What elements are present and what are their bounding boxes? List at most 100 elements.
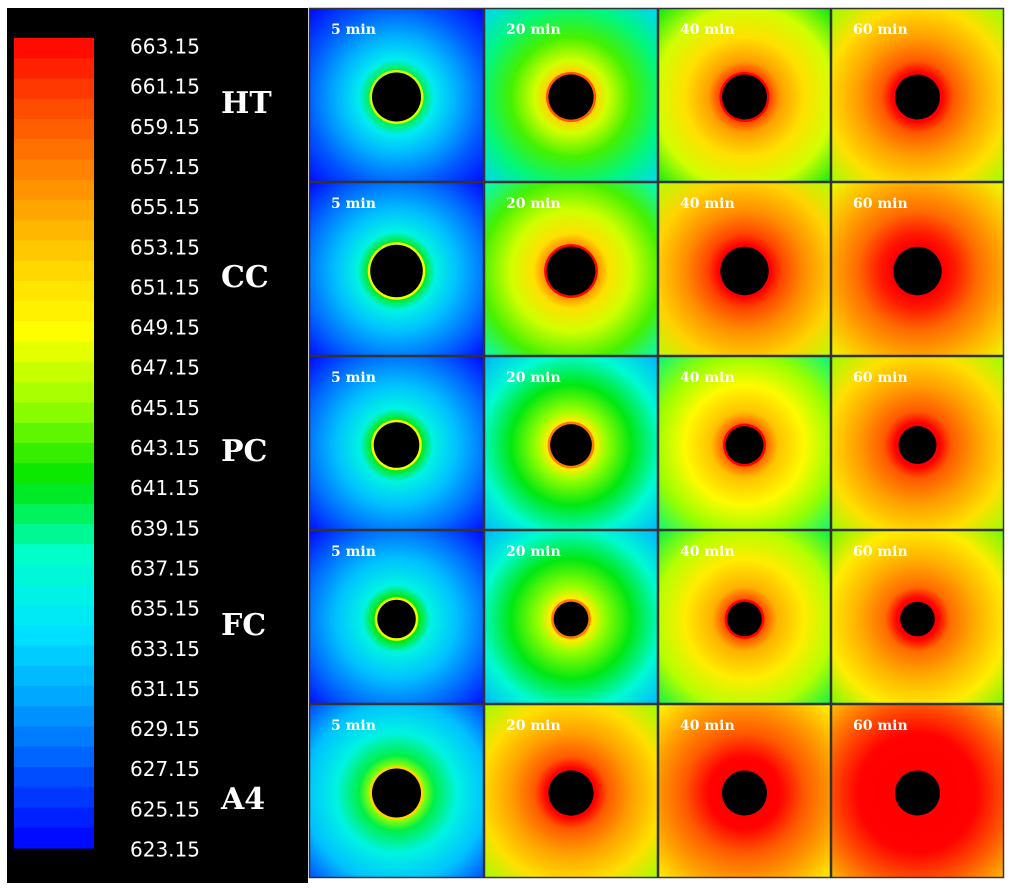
hole xyxy=(722,770,767,816)
contour-cell: 5 min xyxy=(308,7,485,183)
colorbar-segment xyxy=(14,746,94,768)
colorbar-segment xyxy=(14,341,94,363)
time-label: 20 min xyxy=(506,196,561,212)
time-label: 40 min xyxy=(680,196,735,212)
tick-label: 661.15 xyxy=(130,75,200,99)
time-label: 20 min xyxy=(506,22,561,38)
hole xyxy=(553,601,589,637)
hole xyxy=(370,244,423,298)
colorbar-segment xyxy=(14,58,94,80)
cell-border xyxy=(830,181,1005,357)
contour-cell: 60 min xyxy=(830,355,1005,531)
colorbar-segment xyxy=(14,463,94,485)
colorbar-segment xyxy=(14,301,94,323)
time-label: 40 min xyxy=(680,370,735,386)
colorbar-segment xyxy=(14,281,94,302)
row-label: A4 xyxy=(220,782,265,817)
cell-border xyxy=(308,355,485,531)
contour-cell: 20 min xyxy=(483,529,659,705)
time-label: 5 min xyxy=(331,370,376,386)
hole xyxy=(546,246,596,296)
colorbar-segment xyxy=(14,524,94,545)
cell-border xyxy=(830,529,1005,705)
colorbar-segment xyxy=(14,584,94,606)
colorbar-segment xyxy=(14,78,94,100)
cell-border xyxy=(308,703,485,879)
hole xyxy=(725,426,764,464)
tick-label: 625.15 xyxy=(130,797,200,821)
hole xyxy=(720,246,769,296)
tick-label: 663.15 xyxy=(130,35,200,59)
colorbar-segment xyxy=(14,139,94,161)
time-label: 40 min xyxy=(680,718,735,734)
hole xyxy=(722,74,767,120)
tick-label: 643.15 xyxy=(130,436,200,460)
colorbar-segment xyxy=(14,422,94,444)
tick-label: 651.15 xyxy=(130,275,200,299)
colorbar-segment xyxy=(14,605,94,626)
tick-label: 655.15 xyxy=(130,195,200,219)
tick-label: 649.15 xyxy=(130,316,200,340)
colorbar-segment xyxy=(14,382,94,404)
cell-border xyxy=(830,7,1005,183)
cell-border xyxy=(308,7,485,183)
colorbar-segment xyxy=(14,787,94,809)
cell-border xyxy=(657,703,832,879)
cell-border xyxy=(657,7,832,183)
contour-cell: 40 min xyxy=(657,355,832,531)
contour-cell: 40 min xyxy=(657,703,832,879)
contour-cell: 5 min xyxy=(308,181,485,357)
tick-label: 657.15 xyxy=(130,155,200,179)
hole xyxy=(900,601,935,637)
colorbar-segment xyxy=(14,179,94,201)
hole xyxy=(373,422,420,468)
colorbar-segment xyxy=(14,240,94,262)
cell-border xyxy=(830,355,1005,531)
hole xyxy=(893,246,942,296)
time-label: 40 min xyxy=(680,22,735,38)
hole xyxy=(548,770,594,816)
cell-border xyxy=(308,181,485,357)
contour-grid: 5 min 20 min 40 min 60 min 5 min 20 min 40 min… xyxy=(308,7,1005,879)
time-label: 60 min xyxy=(853,544,908,560)
colorbar-segment xyxy=(14,564,94,586)
tick-label: 639.15 xyxy=(130,516,200,540)
colorbar-segment xyxy=(14,544,94,566)
cell-border xyxy=(483,703,659,879)
colorbar-segment xyxy=(14,726,94,748)
colorbar-segment xyxy=(14,119,94,140)
colorbar-segment xyxy=(14,321,94,343)
colorbar-segment xyxy=(14,807,94,829)
row-label: CC xyxy=(221,260,269,295)
cell-border xyxy=(483,7,659,183)
colorbar-tick-labels: 663.15 661.15 659.15 657.15 655.15 653.15 651.… xyxy=(130,35,200,862)
tick-label: 637.15 xyxy=(130,557,200,581)
time-label: 40 min xyxy=(680,544,735,560)
tick-label: 633.15 xyxy=(130,637,200,661)
contour-cell: 40 min xyxy=(657,7,832,183)
contour-cell: 60 min xyxy=(830,7,1005,183)
hole xyxy=(895,770,940,816)
hole xyxy=(727,601,762,637)
colorbar xyxy=(14,38,94,849)
colorbar-segment xyxy=(14,38,94,59)
contour-cell: 60 min xyxy=(830,703,1005,879)
cell-border xyxy=(483,181,659,357)
time-label: 5 min xyxy=(331,544,376,560)
cell-border xyxy=(308,529,485,705)
colorbar-segment xyxy=(14,767,94,788)
cell-border xyxy=(657,181,832,357)
contour-cell: 5 min xyxy=(308,355,485,531)
colorbar-segment xyxy=(14,665,94,687)
time-label: 60 min xyxy=(853,196,908,212)
time-label: 20 min xyxy=(506,544,561,560)
cell-border xyxy=(830,703,1005,879)
cell-border xyxy=(483,355,659,531)
row-label: FC xyxy=(221,608,266,643)
colorbar-segment xyxy=(14,483,94,505)
colorbar-segment xyxy=(14,686,94,707)
time-label: 20 min xyxy=(506,370,561,386)
hole xyxy=(372,72,421,122)
contour-cell: 60 min xyxy=(830,529,1005,705)
contour-cell: 20 min xyxy=(483,181,659,357)
